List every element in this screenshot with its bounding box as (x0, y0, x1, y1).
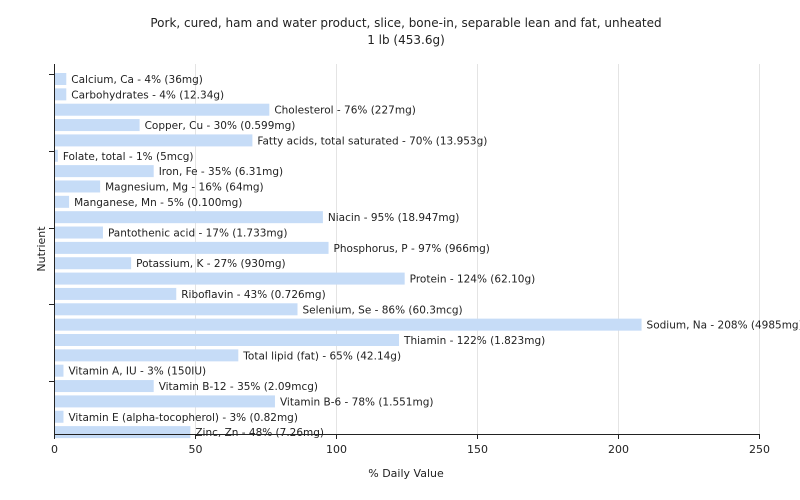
x-tick-label: 50 (189, 443, 203, 456)
bar-carbohydrates (55, 88, 67, 101)
bar-total-lipid-fat (55, 349, 239, 362)
bar-thiamin (55, 333, 400, 346)
gridlines (195, 64, 760, 434)
bar-label: Niacin - 95% (18.947mg) (328, 212, 460, 224)
bar-vitamin-b-12 (55, 380, 154, 393)
bar-label: Riboflavin - 43% (0.726mg) (181, 289, 325, 301)
chart-subtitle: 1 lb (453.6g) (367, 33, 445, 47)
bar-selenium-se (55, 303, 298, 316)
bar-label: Calcium, Ca - 4% (36mg) (71, 74, 203, 86)
bar-phosphorus-p (55, 241, 329, 254)
bar-label: Vitamin E (alpha-tocopherol) - 3% (0.82m… (68, 412, 298, 424)
bar-calcium-ca (55, 73, 67, 85)
bar-label: Vitamin B-12 - 35% (2.09mcg) (159, 381, 318, 393)
bar-label: Total lipid (fat) - 65% (42.14g) (242, 350, 401, 362)
bar-niacin (55, 211, 323, 224)
bar-label: Protein - 124% (62.10g) (410, 274, 536, 286)
bar-riboflavin (55, 287, 177, 300)
x-tick-label: 0 (51, 443, 58, 456)
bar-label: Iron, Fe - 35% (6.31mg) (159, 166, 283, 178)
bar-label: Phosphorus, P - 97% (966mg) (334, 243, 490, 255)
bar-vitamin-b-6 (55, 395, 275, 408)
bar-label: Folate, total - 1% (5mcg) (63, 151, 194, 163)
x-tick-label: 250 (749, 443, 770, 456)
bar-magnesium-mg (55, 180, 101, 193)
bar-vitamin-e-alpha-tocopherol (55, 410, 64, 423)
bar-fatty-acids-total-saturated (55, 134, 253, 147)
bar-label: Vitamin A, IU - 3% (150IU) (68, 366, 206, 378)
bar-label: Cholesterol - 76% (227mg) (274, 105, 416, 117)
x-tick-label: 150 (467, 443, 488, 456)
chart-title: Pork, cured, ham and water product, slic… (150, 16, 661, 30)
bar-vitamin-a-iu (55, 364, 64, 377)
bar-label: Vitamin B-6 - 78% (1.551mg) (280, 396, 434, 408)
bar-potassium-k (55, 257, 132, 270)
bar-label: Selenium, Se - 86% (60.3mcg) (303, 304, 463, 316)
bar-cholesterol (55, 103, 270, 116)
bar-zinc-zn (55, 426, 191, 439)
bar-label: Pantothenic acid - 17% (1.733mg) (108, 228, 287, 240)
bar-protein (55, 272, 405, 285)
bar-label: Sodium, Na - 208% (4985mg) (647, 320, 800, 332)
y-axis-title: Nutrient (35, 226, 48, 272)
x-tick-label: 100 (326, 443, 347, 456)
bar-label: Manganese, Mn - 5% (0.100mg) (74, 197, 242, 209)
bars (55, 73, 642, 439)
bar-label: Thiamin - 122% (1.823mg) (403, 335, 545, 347)
bar-manganese-mn (55, 195, 70, 208)
bar-sodium-na (55, 318, 642, 331)
bar-labels: Calcium, Ca - 4% (36mg) Carbohydrates - 4… (63, 74, 800, 439)
bar-label: Potassium, K - 27% (930mg) (136, 258, 286, 270)
bar-copper-cu (55, 119, 140, 132)
bar-label: Fatty acids, total saturated - 70% (13.9… (257, 135, 487, 147)
bar-iron-fe (55, 165, 154, 178)
bar-label: Zinc, Zn - 48% (7.26mg) (195, 427, 324, 439)
bar-label: Carbohydrates - 4% (12.34g) (71, 89, 224, 101)
x-tick-label: 200 (608, 443, 629, 456)
bar-folate-total (55, 149, 58, 162)
bar-pantothenic-acid (55, 226, 103, 239)
x-axis-title: % Daily Value (368, 467, 444, 480)
axes: 0 50 100 150 200 250 (49, 64, 770, 456)
bar-label: Copper, Cu - 30% (0.599mg) (145, 120, 296, 132)
bar-label: Magnesium, Mg - 16% (64mg) (105, 181, 264, 193)
